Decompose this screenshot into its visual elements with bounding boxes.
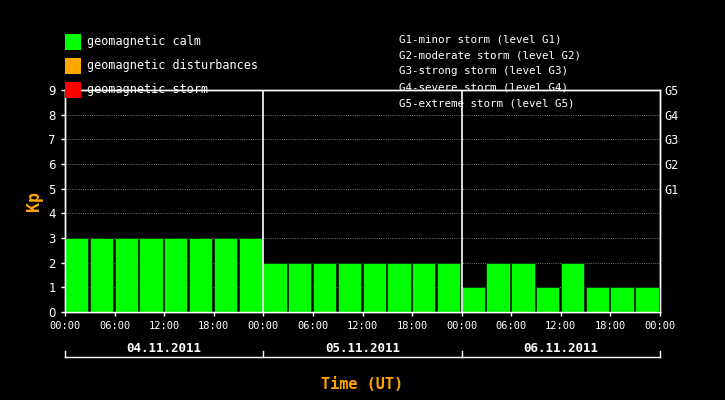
Text: 04.11.2011: 04.11.2011 [127,342,202,355]
Text: geomagnetic disturbances: geomagnetic disturbances [87,60,258,72]
Bar [115,238,138,312]
Text: 05.11.2011: 05.11.2011 [325,342,400,355]
Bar [263,263,286,312]
Bar [288,263,312,312]
Bar [412,263,436,312]
Bar [239,238,262,312]
Bar [139,238,162,312]
Bar [610,287,634,312]
Bar [511,263,534,312]
Bar [586,287,609,312]
Bar [486,263,510,312]
Text: 06.11.2011: 06.11.2011 [523,342,598,355]
Bar [635,287,658,312]
Bar [362,263,386,312]
Bar [338,263,361,312]
Bar [462,287,485,312]
Text: geomagnetic calm: geomagnetic calm [87,36,201,48]
Text: G5-extreme storm (level G5): G5-extreme storm (level G5) [399,98,574,108]
Text: geomagnetic storm: geomagnetic storm [87,84,208,96]
Text: G3-strong storm (level G3): G3-strong storm (level G3) [399,66,568,76]
Bar [164,238,188,312]
Text: G2-moderate storm (level G2): G2-moderate storm (level G2) [399,50,581,60]
Bar [313,263,336,312]
Bar [90,238,113,312]
Bar [437,263,460,312]
Bar [189,238,212,312]
Y-axis label: Kp: Kp [25,191,43,211]
Bar [561,263,584,312]
Bar [536,287,560,312]
Text: Time (UT): Time (UT) [321,377,404,392]
Text: G4-severe storm (level G4): G4-severe storm (level G4) [399,82,568,92]
Bar [65,238,88,312]
Bar [387,263,410,312]
Text: G1-minor storm (level G1): G1-minor storm (level G1) [399,34,561,44]
Bar [214,238,237,312]
